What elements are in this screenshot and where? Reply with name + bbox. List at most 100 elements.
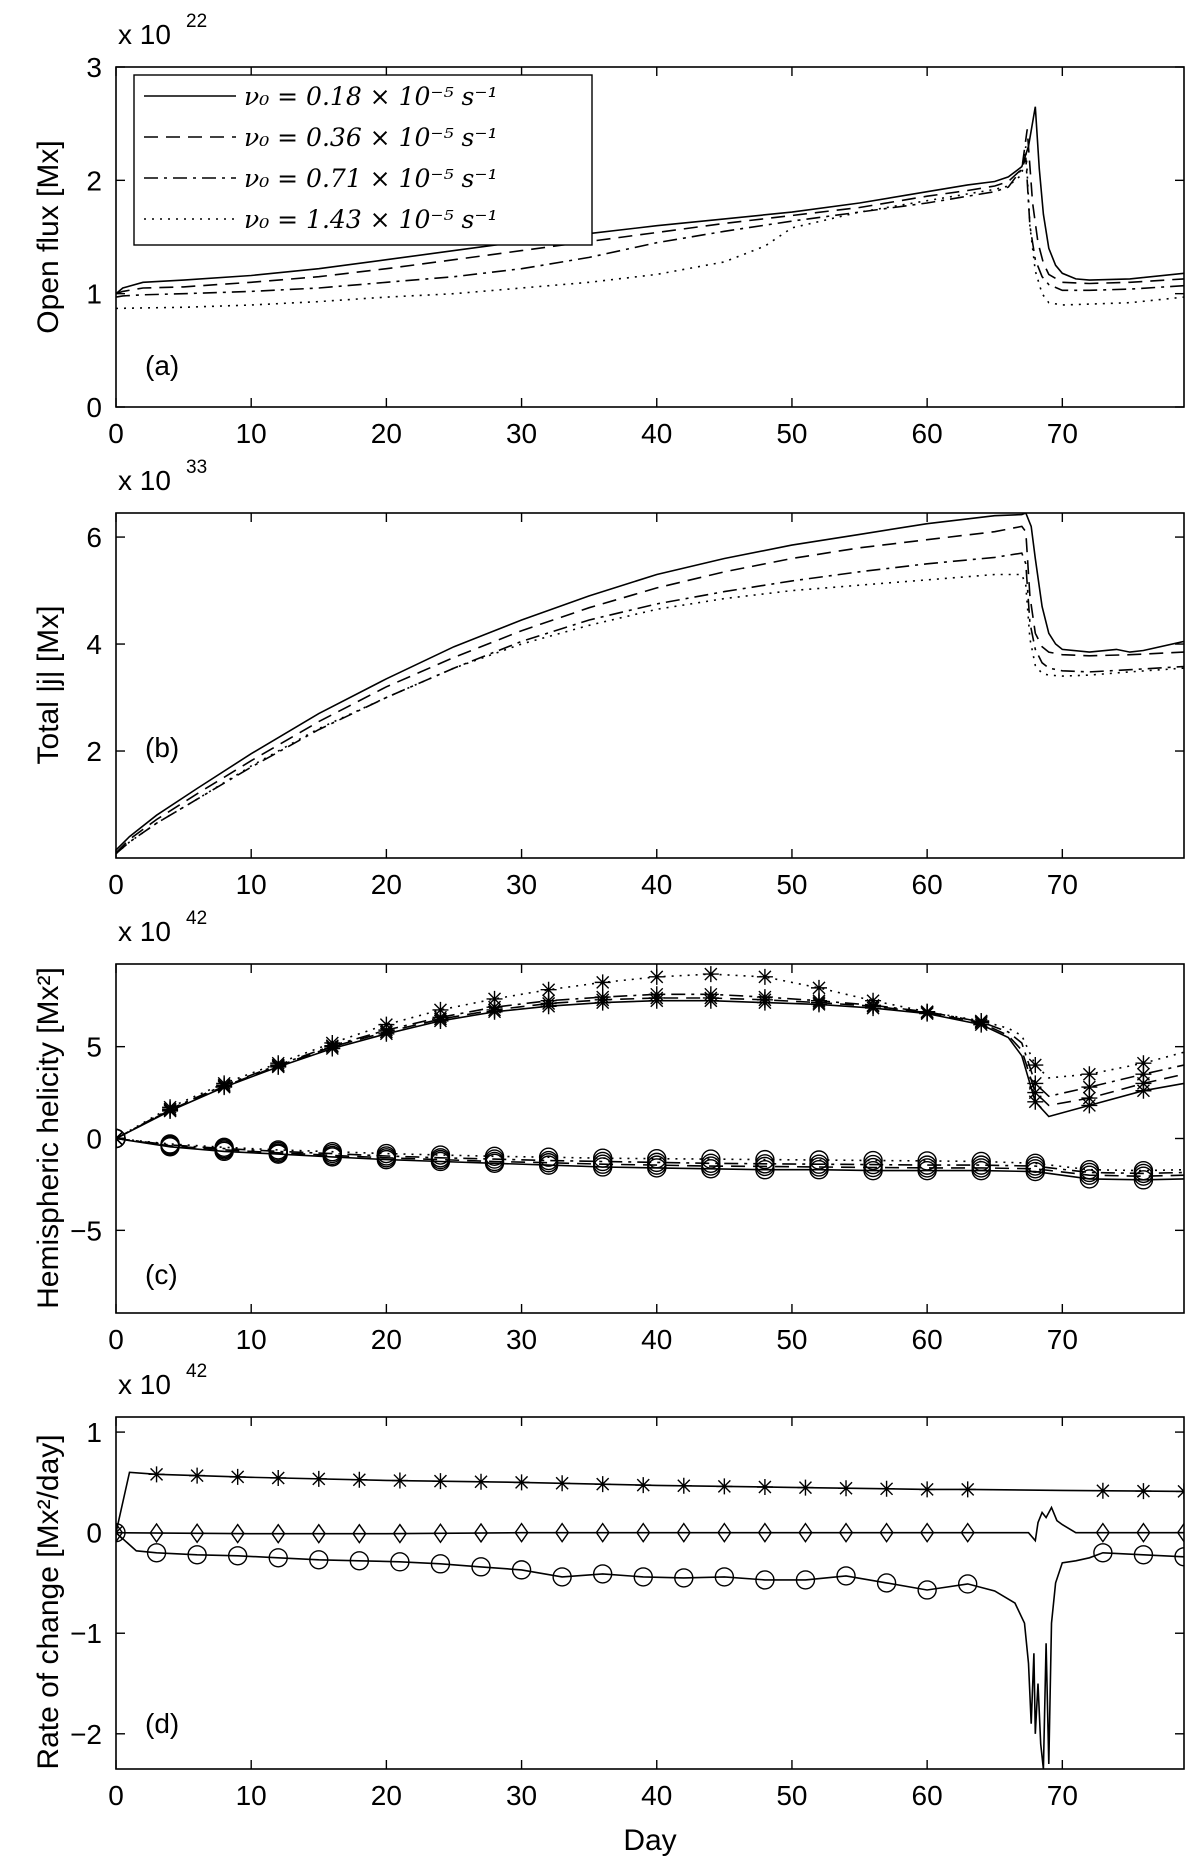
x-tick-label: 0 <box>108 1780 124 1811</box>
circle-marker <box>917 1580 937 1600</box>
circle-marker <box>917 1155 937 1175</box>
x-tick-label: 10 <box>236 418 267 449</box>
star-marker <box>594 1476 611 1493</box>
star-marker <box>973 1012 990 1029</box>
panel-c-plot: 0 10 20 30 40 50 60 70 −5 0 5 <box>70 964 1184 1355</box>
circle-marker <box>863 1150 883 1171</box>
series-line <box>116 1137 1184 1178</box>
diamond-marker <box>1136 1522 1151 1543</box>
diamond-marker <box>798 1522 813 1543</box>
panel-a-label: (a) <box>145 350 179 381</box>
star-marker <box>756 989 773 1006</box>
panel-a-multiplier-exponent: 22 <box>186 11 207 32</box>
y-tick-label: 2 <box>86 736 102 767</box>
circle-marker <box>876 1573 897 1593</box>
panel-a-frame <box>115 66 1185 408</box>
star-marker <box>216 1075 233 1092</box>
star-marker <box>702 966 719 983</box>
circle-marker <box>1079 1160 1100 1180</box>
star-marker <box>1135 1066 1152 1083</box>
diamond-marker <box>554 1522 570 1543</box>
circle-marker <box>1093 1543 1113 1563</box>
star-marker <box>648 986 665 1003</box>
star-marker <box>1081 1090 1098 1107</box>
circle-marker <box>227 1546 248 1566</box>
series-line <box>116 1532 1184 1769</box>
star-marker <box>756 1479 773 1495</box>
circle-marker <box>376 1143 397 1164</box>
star-marker <box>351 1471 368 1488</box>
circle-marker <box>836 1566 856 1586</box>
x-tick-label: 20 <box>371 1780 402 1811</box>
series-line <box>116 997 1184 1140</box>
x-tick-label: 70 <box>1047 1324 1078 1355</box>
diamond-marker <box>717 1522 732 1543</box>
star-marker <box>310 1470 327 1487</box>
y-tick-label: 6 <box>86 522 102 553</box>
legend-entry-3: ν₀ = 0.71 × 10⁻⁵ s⁻¹ <box>244 164 498 193</box>
y-tick-label: −1 <box>70 1618 102 1649</box>
star-marker <box>391 1472 408 1489</box>
panel-a-multiplier-base: x 10 <box>118 19 171 50</box>
circle-marker <box>714 1567 735 1587</box>
diamond-marker <box>433 1523 448 1544</box>
star-marker <box>838 1480 855 1497</box>
panel-d-frame <box>115 1416 1185 1770</box>
x-tick-label: 0 <box>108 869 124 900</box>
circle-marker <box>971 1155 991 1175</box>
circle-marker <box>349 1551 370 1571</box>
panel-b-multiplier-exponent: 33 <box>186 457 207 478</box>
diamond-marker <box>149 1522 164 1544</box>
series-line <box>116 146 1184 310</box>
series-line <box>116 1137 1184 1175</box>
circle-marker <box>484 1146 505 1167</box>
circle-marker <box>214 1137 234 1158</box>
series-group <box>116 1466 1184 1769</box>
x-tick-label: 40 <box>641 869 672 900</box>
circle-marker <box>146 1543 167 1563</box>
circle-marker <box>809 1154 829 1174</box>
circle-marker <box>511 1560 532 1580</box>
star-marker <box>1135 1055 1152 1072</box>
star-marker <box>432 1473 449 1490</box>
star-marker <box>797 1479 814 1496</box>
circle-marker <box>160 1134 180 1154</box>
y-tick-label: 1 <box>86 1417 102 1448</box>
circle-marker <box>1174 1547 1184 1567</box>
x-tick-label: 20 <box>371 418 402 449</box>
star-marker <box>1135 1075 1152 1092</box>
diamond-marker <box>960 1522 975 1543</box>
x-tick-label: 10 <box>236 1780 267 1811</box>
circle-marker <box>268 1140 288 1160</box>
panel-b-frame <box>115 512 1185 859</box>
diamond-marker <box>919 1522 935 1543</box>
star-marker <box>1027 1075 1044 1092</box>
star-marker <box>810 979 827 996</box>
star-marker <box>716 1478 733 1495</box>
star-marker <box>1094 1482 1111 1499</box>
series-line <box>116 573 1184 855</box>
diamond-marker <box>879 1522 894 1543</box>
y-tick-label: 1 <box>86 279 102 310</box>
x-tick-label: 60 <box>912 1780 943 1811</box>
x-tick-label: 30 <box>506 869 537 900</box>
circle-marker <box>755 1149 775 1170</box>
series-line <box>116 993 1184 1140</box>
x-tick-label: 50 <box>776 1324 807 1355</box>
y-tick-label: 2 <box>86 165 102 196</box>
legend-entry-4: ν₀ = 1.43 × 10⁻⁵ s⁻¹ <box>244 205 498 234</box>
star-marker <box>702 986 719 1003</box>
panel-d-multiplier-exponent: 42 <box>186 1361 207 1382</box>
circle-marker <box>552 1567 572 1587</box>
x-tick-label: 0 <box>108 1324 124 1355</box>
x-tick-label: 20 <box>371 1324 402 1355</box>
panel-c: x 10 42 Hemispheric helicity [Mx²] (c) 0… <box>32 908 1185 1355</box>
diamond-marker <box>116 1522 124 1543</box>
star-marker <box>1027 1093 1044 1110</box>
star-marker <box>594 974 611 991</box>
series-line <box>116 129 1184 295</box>
panel-b-label: (b) <box>145 732 179 763</box>
circle-marker <box>538 1147 559 1167</box>
legend: ν₀ = 0.18 × 10⁻⁵ s⁻¹ ν₀ = 0.36 × 10⁻⁵ s⁻… <box>133 74 593 246</box>
